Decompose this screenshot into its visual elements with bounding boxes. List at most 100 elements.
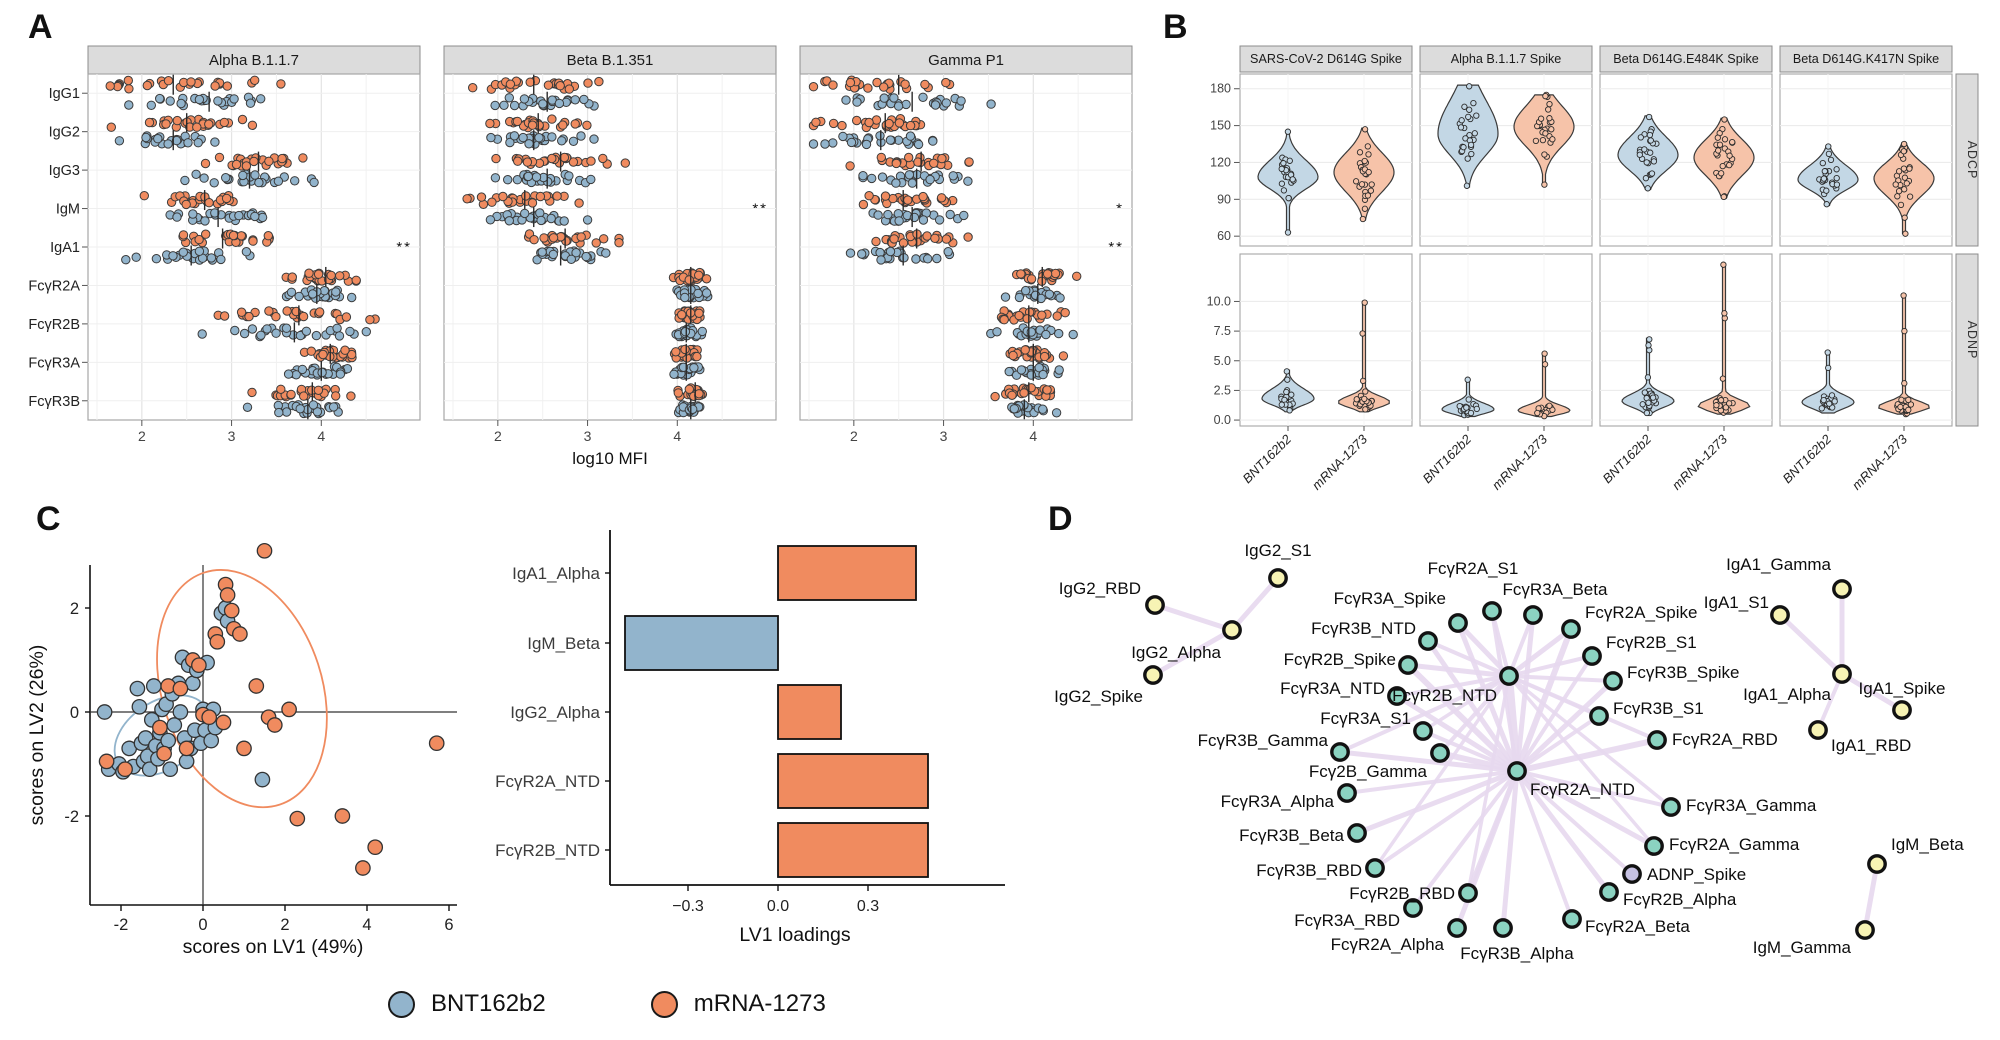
data-point <box>194 246 205 257</box>
network-node-label: FcγR2A_RBD <box>1672 730 1778 749</box>
data-point <box>559 152 570 163</box>
network-node-IgG2_RBD <box>1145 595 1165 615</box>
data-point <box>347 349 357 360</box>
data-point <box>505 137 515 148</box>
data-point <box>503 175 513 185</box>
network-edge <box>1150 627 1235 678</box>
data-point <box>591 238 601 248</box>
violin-points-BNT162b2 <box>1456 376 1480 419</box>
data-point <box>554 98 565 109</box>
y-tick-label: 2 <box>70 600 79 618</box>
group-x-label: mRNA-1273 <box>1669 431 1731 493</box>
data-point <box>537 247 547 257</box>
dot-strip-bnt <box>242 399 343 420</box>
data-point <box>209 633 226 650</box>
data-point <box>885 246 896 257</box>
data-point <box>891 178 901 188</box>
data-point <box>620 158 630 168</box>
vaccine-legend: BNT162b2 mRNA-1273 <box>388 990 826 1018</box>
data-point <box>151 254 162 264</box>
network-edge <box>1500 768 1520 931</box>
data-point <box>334 331 345 341</box>
network-node-FcγR3B_Gamma <box>1330 742 1350 762</box>
network-edge <box>1507 613 1535 678</box>
data-point <box>266 717 283 733</box>
bnt162b2-swatch-icon <box>388 990 415 1018</box>
x-tick-label: 4 <box>362 916 371 934</box>
violin-points-mRNA-1273 <box>1352 299 1375 413</box>
data-point <box>485 118 495 129</box>
data-point <box>241 247 252 257</box>
data-point <box>532 255 542 265</box>
data-point <box>476 192 487 202</box>
dot-strip-bnt <box>490 91 599 112</box>
data-point <box>582 120 592 131</box>
dot-strip-mrna <box>247 382 356 403</box>
data-point <box>283 369 294 379</box>
data-point <box>262 324 272 334</box>
data-point <box>1058 351 1069 361</box>
network-node-IgG2_Alpha <box>1222 620 1242 640</box>
data-point <box>1038 369 1048 380</box>
data-point <box>964 157 974 167</box>
data-point <box>312 407 323 417</box>
data-point <box>582 215 593 225</box>
panel-c-scores-scatter: -2 0 2 -2 0 2 4 6 scores on LV1 (49%) scores on L… <box>26 542 457 958</box>
data-point <box>559 216 569 226</box>
network-node-label: IgM_Gamma <box>1753 938 1852 957</box>
network-edge <box>1507 674 1656 848</box>
data-point <box>222 81 233 91</box>
dot-strip-bnt <box>490 168 596 189</box>
network-node-label: FcγR2A_Spike <box>1585 603 1697 622</box>
data-point <box>315 307 325 317</box>
data-point <box>531 172 542 182</box>
y-tick-label: 90 <box>1217 192 1231 206</box>
network-edge <box>1816 672 1844 732</box>
network-node-FcγR2B_NTD <box>1499 666 1519 686</box>
row-facet-title: ADCP <box>1965 141 1979 180</box>
network-node-label: FcγR2B_NTD <box>1392 686 1497 705</box>
y-tick-label: 5.0 <box>1214 354 1231 368</box>
network-node-label: IgA1_Gamma <box>1726 555 1831 574</box>
data-point <box>519 94 530 104</box>
network-node-FcγR2A_NTD <box>1507 761 1527 781</box>
data-point <box>236 231 247 241</box>
dot-strip-mrna <box>139 190 238 211</box>
violin-points-BNT162b2 <box>1278 368 1296 414</box>
violin-points-mRNA-1273 <box>1892 140 1914 237</box>
data-point <box>858 171 868 181</box>
data-point <box>811 117 821 128</box>
data-point <box>1051 408 1062 418</box>
data-point <box>254 177 264 188</box>
dot-strip-bnt <box>165 207 268 228</box>
data-point <box>124 84 134 94</box>
data-point <box>245 98 256 108</box>
data-point <box>1060 308 1070 318</box>
data-point <box>210 208 220 218</box>
data-point <box>286 287 297 297</box>
x-tick-label: 4 <box>1029 428 1037 444</box>
data-point <box>144 117 155 128</box>
loading-bar-IgG2_Alpha <box>777 684 842 740</box>
loading-bar-FcγR2B_NTD <box>777 822 929 878</box>
network-edge <box>1395 674 1511 698</box>
legend-item-bnt162b2: BNT162b2 <box>388 990 546 1018</box>
data-point <box>172 212 182 222</box>
data-point <box>215 714 232 731</box>
data-point <box>838 131 848 142</box>
data-point <box>162 761 179 778</box>
violin-points-BNT162b2 <box>1636 113 1660 192</box>
network-node-label: IgG2_Alpha <box>1131 643 1221 662</box>
data-point <box>114 136 125 146</box>
data-point <box>867 173 877 184</box>
dot-strip-bnt <box>868 207 969 228</box>
dot-strip-mrna <box>845 151 974 172</box>
data-point <box>178 230 189 240</box>
x-axis-title: log10 MFI <box>572 449 648 468</box>
y-category-label: IgA1 <box>50 240 80 256</box>
data-point <box>219 311 230 321</box>
data-point <box>548 249 558 260</box>
data-point <box>598 153 608 164</box>
y-category-label: FcγR3B <box>28 394 80 410</box>
y-category-label: FcγR2B <box>28 317 80 333</box>
